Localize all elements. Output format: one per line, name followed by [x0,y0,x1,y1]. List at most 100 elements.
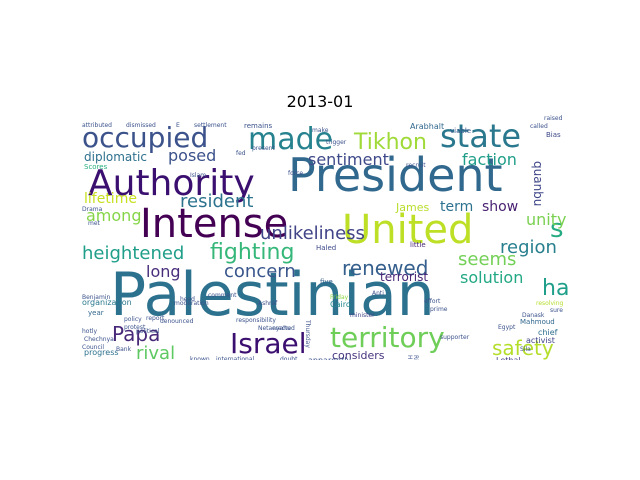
word-organization: organization [82,298,132,307]
word-lifetime: lifetime [84,191,137,207]
word-cairo: Cairo [330,300,351,309]
word-moderation: moderation [174,300,209,307]
word-raised: raised [544,115,563,122]
word-present: present [252,145,275,152]
word-islam: Islam [190,172,206,179]
word-doubt: doubt [280,356,298,360]
word-renewed: renewed [342,256,428,280]
word-mahmoud: Mahmoud [520,318,555,326]
word-cloud-area: Palestinian President United Intense Authori… [80,115,570,360]
word-unlikeliness: unlikeliness [260,223,365,244]
word-dismissed: dismissed [126,122,156,129]
word-thursday: Thursday [304,319,311,348]
word-tikhon: Tikhon [353,130,427,155]
word-head: head [180,296,195,303]
word-faction: faction [462,150,517,169]
word-ashraf: Ashraf [258,300,278,307]
cloud-background [80,115,570,360]
word-cloud: Palestinian President United IntenseAuthori… [80,115,570,360]
word-comment: comment [208,292,237,299]
word-force: force [288,170,303,177]
word-apparently: apparently [308,356,351,360]
word-territory: territory [330,321,445,354]
word-trigger: trigger [326,139,347,146]
word-quanbu: quanbu [531,161,545,206]
word-rival: rival [136,343,175,360]
word-sure: sure [550,307,563,314]
word-concern: concern [224,261,296,282]
word-seems: seems [458,249,516,270]
word-e: E [176,122,180,129]
word-settlement: settlement [194,122,227,129]
word-human: Human [406,355,413,360]
chart-title: 2013-01 [286,92,354,111]
word-met: met [88,220,101,227]
word-protest: protest [124,324,146,331]
word-long: long [146,262,181,281]
word-effort: effort [424,298,441,305]
word-terrorist: terrorist [380,270,428,284]
word-netanyahu: Netanyahu [258,325,291,332]
word-made: made [248,122,333,157]
word-considers: considers [332,349,385,360]
word-fighting: fighting [210,240,294,265]
word-little: little [410,241,426,249]
word-danask: Danask [522,312,545,319]
word-united: United [342,207,473,253]
word-chechnya: Chechnya [84,336,114,343]
word-fed: fed [236,150,246,157]
word-occupied: occupied [82,121,208,154]
word-authority: Authority [88,163,255,204]
word-called: called [530,123,548,130]
word-prime: prime [430,306,448,313]
word-minister: minister [350,312,375,319]
word-report: report [146,315,165,322]
word-viable: viable [450,127,471,135]
word-political: political [136,328,160,335]
word-arabhalt: Arabhalt [410,122,444,131]
word-unity: unity [526,210,566,229]
word-diplomatic: diplomatic [84,150,147,164]
word-posed: posed [168,146,216,165]
word-bias: Bias [546,131,561,139]
word-benjamin: Benjamin [82,294,110,301]
word-region: region [500,237,557,258]
word-papa: Papa [112,322,160,346]
word-state: state [440,117,521,155]
word-known: known [190,356,210,360]
word-bank: Bank [116,346,132,353]
word-israel: Israel [230,327,307,360]
word-solution: solution [460,268,523,287]
word-ha: ha [542,276,569,301]
word-sila: Sila [520,346,531,353]
word-friday: Friday [330,294,349,301]
word-among: among [86,206,141,225]
word-anti: Anti [372,290,384,297]
word-president: President [288,148,503,202]
word-resident: resident [180,191,253,212]
word-year: year [88,309,104,317]
word-attributed: attributed [82,122,112,129]
word-remains: remains [244,122,273,130]
word-council: Council [82,344,104,351]
word-erected: erected [272,325,295,332]
word-make: make [312,127,329,134]
word-sentiment: sentiment [308,150,389,169]
word-haled: Haled [316,244,336,252]
word-five: five [320,278,333,286]
word-egypt: Egypt [498,324,516,331]
word-show: show [482,199,518,215]
word-progress: progress [84,348,119,357]
word-responsibility: responsibility [236,317,276,324]
word-scores: Scores [84,163,108,171]
word-activist: activist [526,336,555,345]
word-palestinian: Palestinian [110,260,435,330]
word-resolving: resolving [536,300,564,307]
word-denounced: denounced [160,318,194,325]
word-lethal: Lethal [496,356,521,360]
word-hotly: hotly [82,328,97,335]
word-heightened: heightened [82,243,184,264]
word-rights: Rights [412,355,419,360]
word-s: s [550,214,564,244]
